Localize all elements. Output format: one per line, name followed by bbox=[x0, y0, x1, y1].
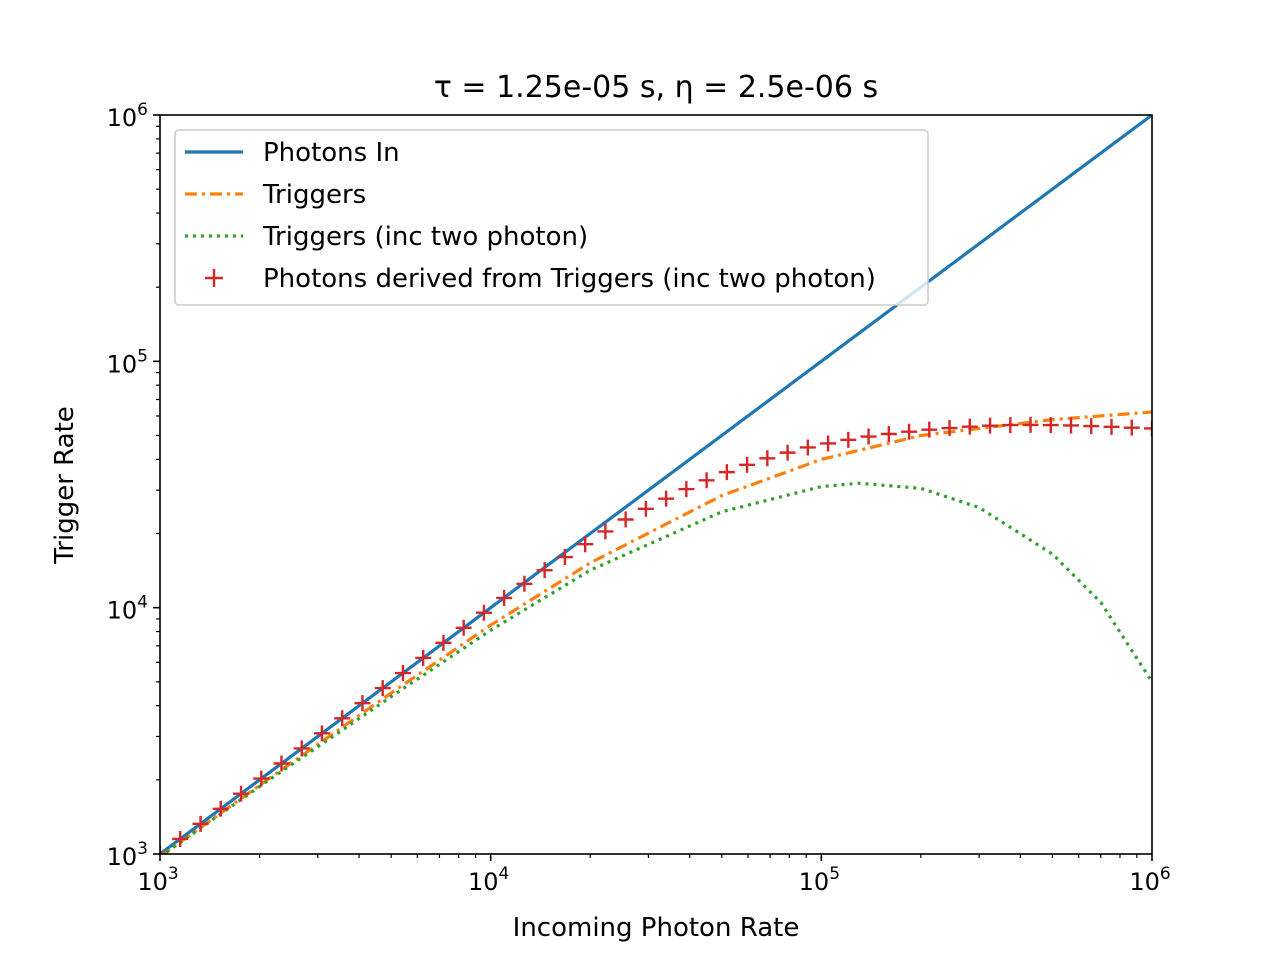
series-photons-derived-from-triggers-inc-two-photon-marker bbox=[374, 680, 391, 697]
series-photons-derived-from-triggers-inc-two-photon-marker bbox=[455, 619, 472, 636]
series-photons-derived-from-triggers-inc-two-photon-marker bbox=[901, 423, 918, 440]
series-layer bbox=[160, 115, 1152, 854]
series-photons-derived-from-triggers-inc-two-photon-marker bbox=[1144, 420, 1152, 437]
y-axis-label: Trigger Rate bbox=[50, 406, 80, 565]
legend-swatch-photons-derived bbox=[205, 269, 223, 287]
series-photons-derived-from-triggers-inc-two-photon-marker bbox=[577, 536, 594, 553]
series-photons-derived-from-triggers-inc-two-photon-marker bbox=[536, 562, 553, 579]
series-photons-derived-from-triggers-inc-two-photon-marker bbox=[1083, 418, 1100, 435]
series-photons-derived-from-triggers-inc-two-photon-marker bbox=[435, 634, 452, 651]
series-photons-derived-from-triggers-inc-two-photon-marker bbox=[172, 830, 189, 847]
series-photons-derived-from-triggers-inc-two-photon-marker bbox=[1002, 417, 1019, 434]
series-photons-derived-from-triggers-inc-two-photon-marker bbox=[313, 725, 330, 742]
series-photons-derived-from-triggers-inc-two-photon-marker bbox=[860, 428, 877, 445]
series-photons-derived-from-triggers-inc-two-photon-marker bbox=[233, 785, 250, 802]
series-photons-derived-from-triggers-inc-two-photon-marker bbox=[1103, 418, 1120, 435]
series-photons-derived-from-triggers-inc-two-photon-marker bbox=[698, 472, 715, 489]
series-photons-derived-from-triggers-inc-two-photon-marker bbox=[334, 710, 351, 727]
series-photons-derived-from-triggers-inc-two-photon-marker bbox=[556, 549, 573, 566]
legend-label-photons-in: Photons In bbox=[263, 138, 400, 168]
chart-title: τ = 1.25e-05 s, η = 2.5e-06 s bbox=[434, 70, 878, 105]
series-photons-derived-from-triggers-inc-two-photon-marker bbox=[617, 511, 634, 528]
series-photons-derived-from-triggers-inc-two-photon-marker bbox=[597, 523, 614, 540]
series-photons-derived-from-triggers-inc-two-photon-marker bbox=[820, 435, 837, 452]
legend-box bbox=[174, 129, 929, 306]
x-axis-label: Incoming Photon Rate bbox=[513, 913, 800, 943]
series-photons-derived-from-triggers-inc-two-photon-marker bbox=[658, 490, 675, 507]
series-photons-derived-from-triggers-inc-two-photon-marker bbox=[941, 420, 958, 437]
series-photons-derived-from-triggers-inc-two-photon-marker bbox=[840, 431, 857, 448]
series-photons-derived-from-triggers-inc-two-photon-marker bbox=[880, 426, 897, 442]
series-triggers-line bbox=[161, 410, 1152, 854]
series-photons-derived-from-triggers-inc-two-photon-marker bbox=[516, 575, 533, 592]
series-photons-derived-from-triggers-inc-two-photon-marker bbox=[678, 481, 695, 498]
plot-area-frame bbox=[159, 114, 1153, 855]
series-photons-derived-from-triggers-inc-two-photon-marker bbox=[192, 815, 209, 832]
series-photons-derived-from-triggers-inc-two-photon-marker bbox=[273, 755, 290, 772]
series-photons-derived-from-triggers-inc-two-photon-marker bbox=[799, 439, 816, 456]
series-photons-derived-from-triggers-inc-two-photon-marker bbox=[293, 740, 310, 757]
series-photons-derived-from-triggers-inc-two-photon-marker bbox=[1022, 416, 1039, 433]
series-photons-derived-from-triggers-inc-two-photon-marker bbox=[394, 665, 411, 682]
series-photons-derived-from-triggers-inc-two-photon-marker bbox=[475, 604, 492, 621]
legend: Photons In Triggers Triggers (inc two ph… bbox=[174, 129, 929, 306]
legend-label-triggers: Triggers bbox=[262, 180, 366, 210]
series-triggers-inc-two-photon-line bbox=[161, 481, 1152, 854]
series-photons-derived-from-triggers-inc-two-photon-marker bbox=[961, 418, 978, 435]
series-photons-derived-from-triggers-inc-two-photon-marker bbox=[718, 464, 735, 481]
series-photons-derived-from-triggers-inc-two-photon-marker bbox=[779, 444, 796, 461]
series-photons-derived-from-triggers-inc-two-photon-marker bbox=[415, 649, 432, 666]
series-photons-derived-from-triggers-inc-two-photon-marker bbox=[1123, 419, 1140, 436]
series-photons-derived-from-triggers-inc-two-photon-marker bbox=[1063, 417, 1080, 434]
series-photons-derived-from-triggers-inc-two-photon-marker bbox=[637, 500, 654, 517]
series-photons-derived-from-triggers-inc-two-photon-marker bbox=[1042, 417, 1059, 434]
series-photons-derived-from-triggers-inc-two-photon-marker bbox=[739, 456, 756, 473]
legend-label-photons-derived: Photons derived from Triggers (inc two p… bbox=[263, 264, 876, 294]
legend-label-triggers-two-photon: Triggers (inc two photon) bbox=[262, 222, 588, 252]
series-photons-derived-from-triggers-inc-two-photon-marker bbox=[759, 450, 776, 467]
series-photons-derived-from-triggers-inc-two-photon-marker bbox=[253, 770, 270, 787]
series-photons-derived-from-triggers-inc-two-photon-marker bbox=[496, 589, 513, 606]
series-photons-derived-from-triggers-inc-two-photon-marker bbox=[982, 417, 999, 434]
series-photons-in-line bbox=[160, 115, 1152, 854]
series-photons-derived-from-triggers-inc-two-photon-marker bbox=[921, 421, 938, 438]
series-photons-derived-from-triggers-inc-two-photon-marker bbox=[212, 800, 229, 817]
series-photons-derived-from-triggers-inc-two-photon-marker bbox=[354, 695, 371, 712]
